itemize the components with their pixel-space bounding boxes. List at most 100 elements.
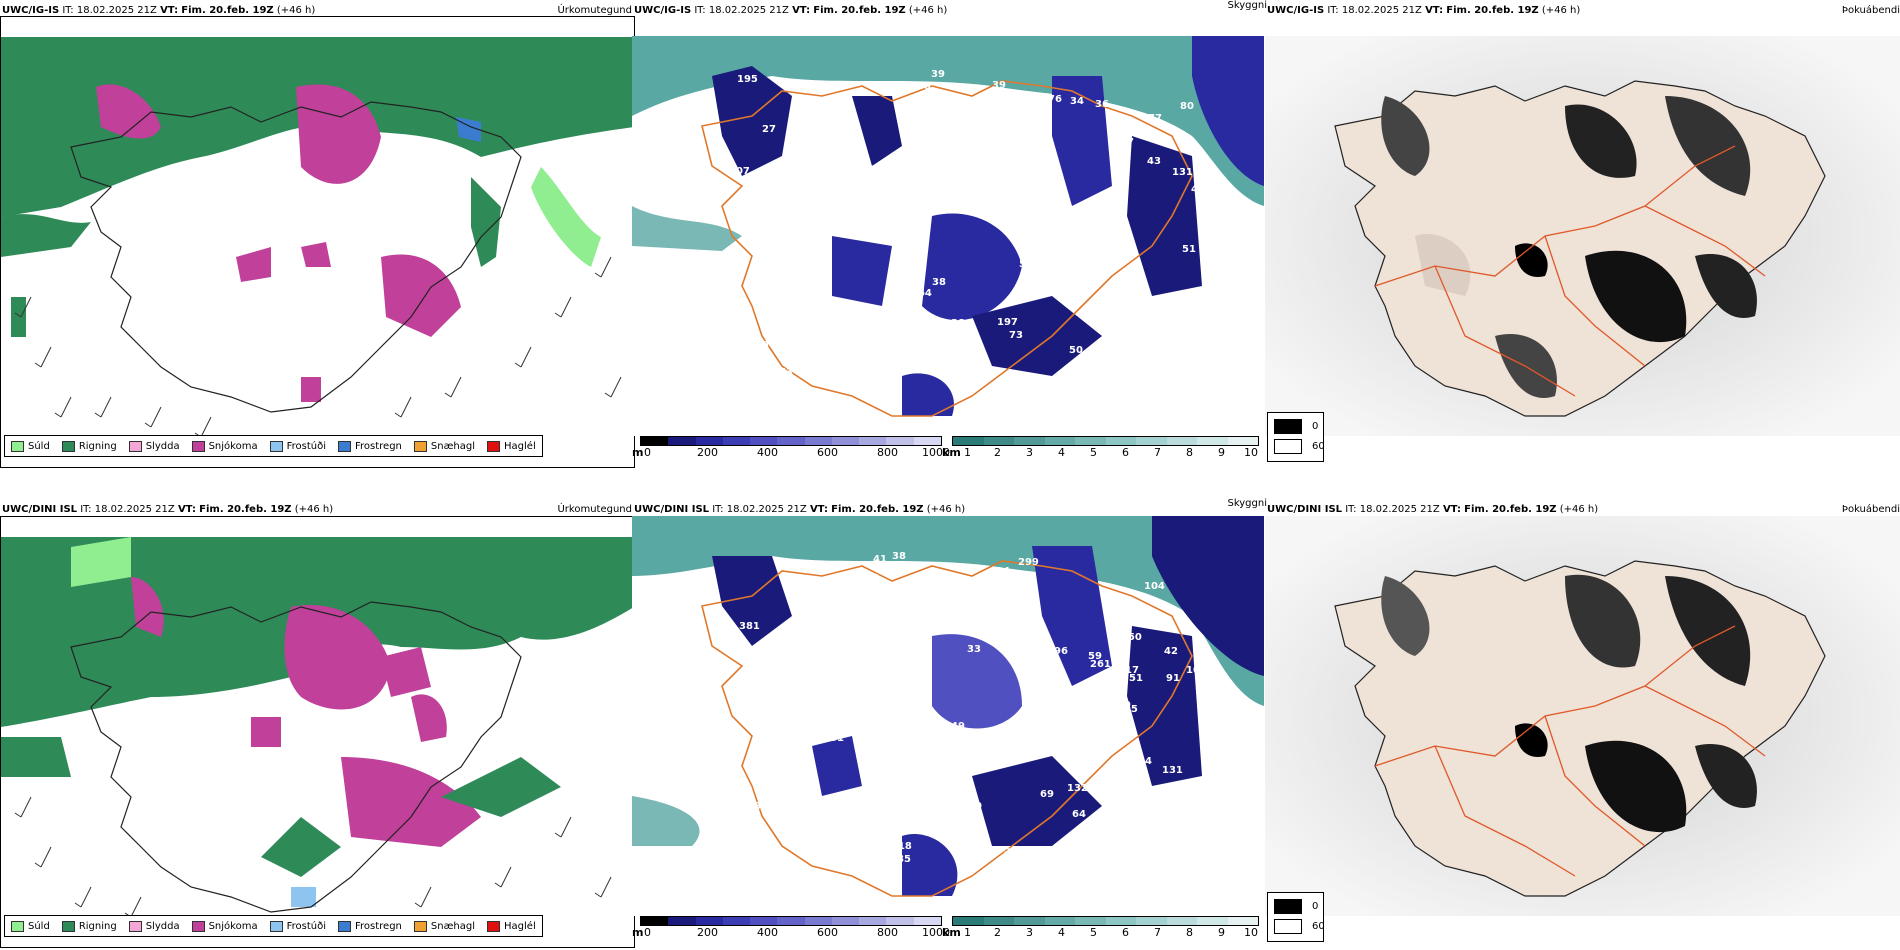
cloud-base-value: 97	[1120, 137, 1134, 148]
cloud-base-value: 58	[786, 149, 800, 160]
cloud-base-value: 38	[892, 551, 906, 562]
scale-color-step	[777, 917, 805, 925]
cloud-base-value: 51	[1129, 673, 1143, 684]
visibility-scale: km 1 2 3 4 5 6 7 8 9 10	[942, 916, 1267, 946]
cloud-base-value: 96	[1125, 269, 1139, 280]
cloud-base-value: 45	[888, 87, 902, 98]
cloud-base-value: 36	[1100, 747, 1114, 758]
swatch	[1274, 419, 1302, 434]
cloud-base-value: 54	[1040, 863, 1054, 874]
scale-tick: 4	[1058, 446, 1065, 459]
scale-color-step	[804, 437, 832, 445]
cloud-base-value: 106	[1102, 362, 1123, 373]
cloud-base-value: 73	[779, 367, 793, 378]
scale-color-step	[668, 437, 696, 445]
fog-panel-top: UWC/IG-IS IT: 18.02.2025 21Z VT: Fim. 20…	[1265, 0, 1900, 470]
cloud-base-value: 68	[751, 836, 765, 847]
cloud-base-value: 261	[1090, 659, 1111, 670]
scale-tick: 800	[877, 926, 898, 939]
cloud-base-value: 195	[737, 74, 758, 85]
cloud-base-value: 99	[1019, 593, 1033, 604]
cloud-base-value: 38	[951, 318, 965, 329]
cloud-base-value: 44	[737, 379, 751, 390]
cloud-base-value: 64	[1072, 809, 1086, 820]
scale-color-step	[886, 917, 914, 925]
scale-tick: 600	[817, 926, 838, 939]
swatch	[191, 920, 205, 932]
cloud-base-value: 101	[1055, 261, 1076, 272]
cloud-base-value: 267	[857, 659, 878, 670]
legend-item: Súld	[11, 440, 50, 452]
cloud-base-value: 42	[863, 710, 877, 721]
legend-item: 0	[1274, 419, 1318, 434]
cloud-base-value: 103	[757, 306, 778, 317]
scale-tick: 10	[1244, 446, 1258, 459]
cloud-base-value: 24	[950, 743, 964, 754]
scale-tick: 8	[1186, 926, 1193, 939]
cloud-base-value: 133	[855, 587, 876, 598]
cloud-base-value: 131	[1162, 765, 1183, 776]
cloud-base-value: 62	[1192, 803, 1206, 814]
legend-item: Slydda	[128, 440, 180, 452]
cloud-base-value: 34	[1070, 96, 1084, 107]
precip-panel-bottom: UWC/DINI ISL IT: 18.02.2025 21Z VT: Fim.…	[0, 480, 635, 950]
scale-unit: m	[632, 926, 644, 939]
scale-color-step	[913, 437, 941, 445]
cloud-base-value: 77	[1148, 113, 1162, 124]
cloud-base-value: 104	[1144, 581, 1165, 592]
cloud-base-value: 57	[1019, 259, 1033, 270]
legend-item: Rigning	[61, 920, 117, 932]
cloud-base-value: 135	[824, 358, 845, 369]
scale-tick: 800	[877, 446, 898, 459]
legend-item: 60	[1274, 439, 1325, 454]
precip-panel-top: UWC/IG-IS IT: 18.02.2025 21Z VT: Fim. 20…	[0, 0, 635, 470]
cloud-base-value: 264	[911, 288, 932, 299]
panel-title: UWC/DINI ISL IT: 18.02.2025 21Z VT: Fim.…	[2, 504, 334, 515]
cloud-map-bottom: 2554237336851179710412391381898518792561…	[632, 516, 1264, 916]
cloud-base-value: 76	[1048, 94, 1062, 105]
cloud-base-value: 12	[1058, 683, 1072, 694]
cloud-base-value: 48	[860, 858, 874, 869]
cloud-base-value: 43	[947, 187, 961, 198]
cloud-base-value: 179	[1021, 288, 1042, 299]
swatch	[128, 440, 142, 452]
cloud-base-value: 53	[952, 342, 966, 353]
cloud-base-value: 69	[807, 318, 821, 329]
legend-item: Haglél	[487, 440, 536, 452]
cloud-base-value: 72	[1035, 257, 1049, 268]
cloud-base-value: 131	[1172, 167, 1193, 178]
cloud-base-value: 333	[817, 808, 838, 819]
scale-color-step	[668, 917, 696, 925]
scale-tick: 200	[697, 446, 718, 459]
cloud-base-value: 35	[955, 369, 969, 380]
cloud-base-value: 42	[896, 228, 910, 239]
swatch	[487, 440, 501, 452]
scale-color-step	[750, 917, 778, 925]
cloud-base-value: 47	[938, 593, 952, 604]
cloud-base-value: 62	[1061, 727, 1075, 738]
legend-item: Snjókoma	[191, 440, 258, 452]
swatch	[487, 920, 501, 932]
cloud-base-value: 72	[1031, 275, 1045, 286]
cloud-base-value: 50	[968, 801, 982, 812]
cloud-base-value: 80	[1180, 101, 1194, 112]
legend-item: 0	[1274, 899, 1318, 914]
cloud-base-value: 51	[750, 725, 764, 736]
panel-title: UWC/DINI ISL IT: 18.02.2025 21Z VT: Fim.…	[1267, 504, 1599, 515]
cloud-base-value: 280	[824, 167, 845, 178]
swatch	[1274, 919, 1302, 934]
cloud-base-value: 91	[1166, 673, 1180, 684]
cloud-base-value: 39	[992, 80, 1006, 91]
cloud-base-value: 55	[950, 728, 964, 739]
legend-item: Frostúði	[269, 440, 326, 452]
cloud-base-value: 381	[739, 621, 760, 632]
cloud-base-value: 55	[956, 158, 970, 169]
cloud-base-value: 59	[1004, 845, 1018, 856]
cloud-base-value: 62	[908, 126, 922, 137]
cloud-base-value: 89	[1117, 700, 1131, 711]
legend-item: Snjókoma	[191, 920, 258, 932]
fog-legend: 0 60	[1267, 412, 1325, 462]
scale-color-step	[722, 917, 751, 925]
panel-title: UWC/IG-IS IT: 18.02.2025 21Z VT: Fim. 20…	[634, 5, 948, 16]
cloud-base-value: 37	[972, 583, 986, 594]
